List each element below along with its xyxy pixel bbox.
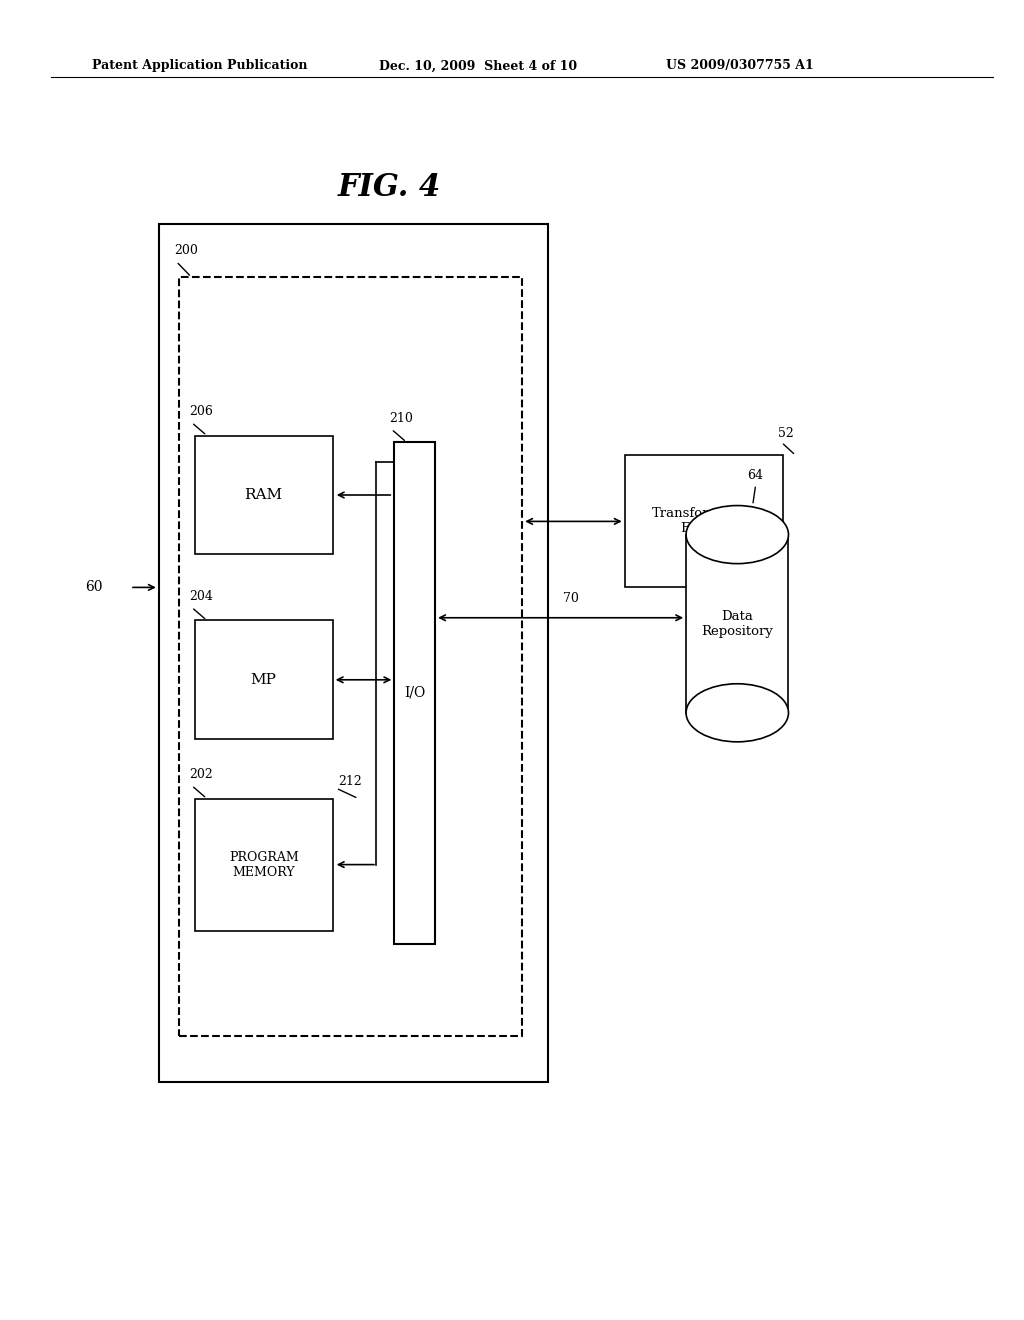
FancyBboxPatch shape [394, 442, 435, 944]
FancyBboxPatch shape [195, 620, 333, 739]
Text: FIG. 4: FIG. 4 [338, 172, 440, 202]
Polygon shape [686, 535, 788, 713]
Text: 204: 204 [189, 590, 213, 603]
Text: MP: MP [251, 673, 276, 686]
Text: RAM: RAM [245, 488, 283, 502]
FancyBboxPatch shape [195, 436, 333, 554]
Text: 206: 206 [189, 405, 213, 418]
FancyBboxPatch shape [625, 455, 783, 587]
Text: 60: 60 [85, 581, 102, 594]
Text: 210: 210 [389, 412, 413, 425]
Text: 200: 200 [174, 244, 198, 257]
Text: 70: 70 [563, 591, 579, 605]
Ellipse shape [686, 684, 788, 742]
FancyBboxPatch shape [195, 799, 333, 931]
Text: PROGRAM
MEMORY: PROGRAM MEMORY [228, 850, 299, 879]
Text: 202: 202 [189, 768, 213, 781]
Text: US 2009/0307755 A1: US 2009/0307755 A1 [666, 59, 813, 73]
Text: 52: 52 [778, 426, 794, 440]
Text: Patent Application Publication: Patent Application Publication [92, 59, 307, 73]
Text: Dec. 10, 2009  Sheet 4 of 10: Dec. 10, 2009 Sheet 4 of 10 [379, 59, 577, 73]
FancyBboxPatch shape [159, 224, 548, 1082]
Text: 212: 212 [338, 775, 361, 788]
Ellipse shape [686, 506, 788, 564]
Text: Transformation
Engine: Transformation Engine [652, 507, 756, 536]
Text: 64: 64 [748, 469, 764, 482]
Text: Data
Repository: Data Repository [701, 610, 773, 638]
Text: I/O: I/O [404, 686, 425, 700]
